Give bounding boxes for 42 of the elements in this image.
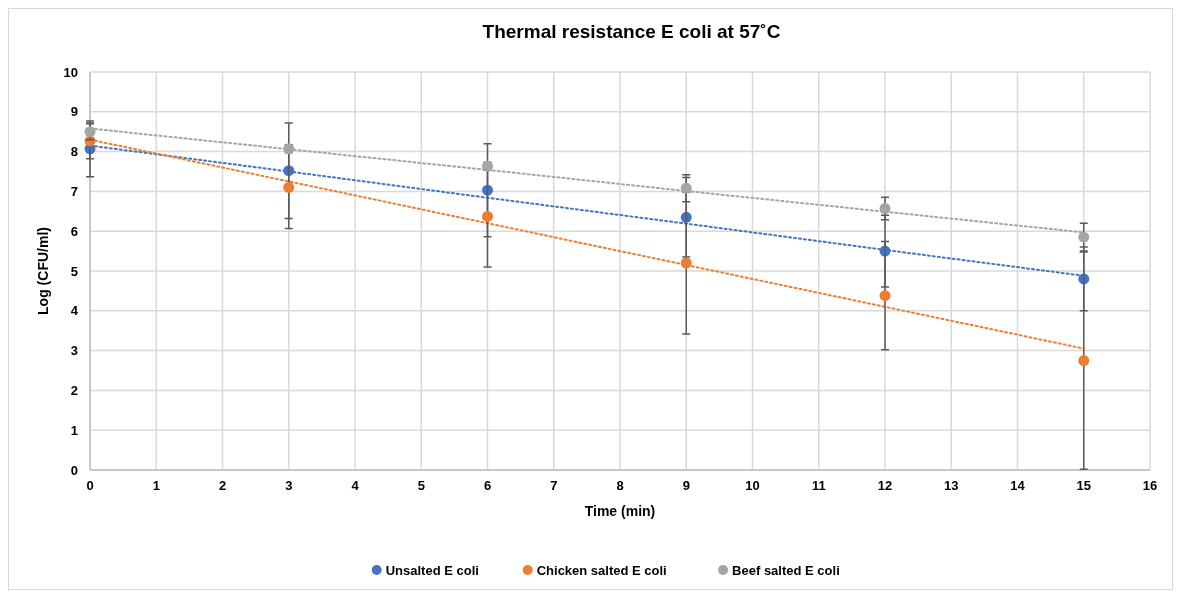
x-tick-label: 11 xyxy=(811,478,826,493)
legend-label: Unsalted E coli xyxy=(385,562,479,578)
x-tick-label: 13 xyxy=(944,478,959,493)
y-axis-title: Log (CFU/ml) xyxy=(35,227,51,315)
point xyxy=(680,257,692,269)
point xyxy=(1078,355,1090,367)
y-tick-label: 0 xyxy=(70,462,78,478)
x-tick-label: 9 xyxy=(682,478,690,493)
y-tick-label: 10 xyxy=(63,64,78,80)
y-tick-label: 2 xyxy=(70,382,78,398)
x-tick-label: 0 xyxy=(86,478,94,493)
x-tick-label: 7 xyxy=(550,478,558,493)
x-tick-label: 3 xyxy=(285,478,293,493)
x-tick-label: 12 xyxy=(877,478,893,493)
x-tick-label: 8 xyxy=(616,478,624,493)
y-tick-label: 1 xyxy=(70,422,78,438)
x-tick-label: 1 xyxy=(152,478,160,493)
x-tick-label: 10 xyxy=(745,478,760,493)
point xyxy=(283,181,295,193)
x-tick-label: 14 xyxy=(1010,478,1026,493)
y-tick-label: 5 xyxy=(70,263,78,279)
x-tick-label: 5 xyxy=(417,478,425,493)
y-tick-label: 4 xyxy=(70,303,79,319)
y-tick-label: 3 xyxy=(70,343,78,359)
y-tick-label: 8 xyxy=(70,144,78,160)
y-tick-label: 9 xyxy=(70,104,78,120)
legend-label: Beef salted E coli xyxy=(732,562,840,578)
point xyxy=(879,290,891,302)
point xyxy=(680,182,692,194)
x-tick-label: 15 xyxy=(1076,478,1091,493)
x-axis-title: Time (min) xyxy=(584,503,656,519)
x-tick-label: 2 xyxy=(218,478,227,493)
legend-label: Chicken salted E coli xyxy=(536,562,667,578)
x-tick-label: 16 xyxy=(1142,478,1158,493)
point xyxy=(1078,231,1090,243)
chart-title: Thermal resistance E coli at 57˚C xyxy=(482,21,781,42)
y-tick-label: 7 xyxy=(70,183,78,199)
point xyxy=(482,210,493,222)
point xyxy=(879,203,891,215)
x-tick-label: 6 xyxy=(483,478,492,493)
x-tick-label: 4 xyxy=(351,478,360,493)
y-tick-label: 6 xyxy=(70,223,78,239)
